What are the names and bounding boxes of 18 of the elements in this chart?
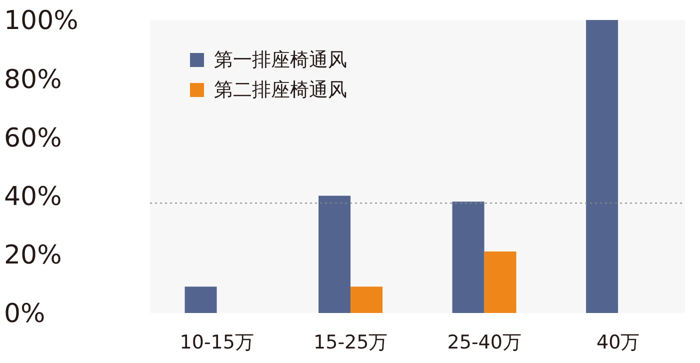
x-tick-label: 15-25万 [314, 331, 388, 354]
legend-label: 第一排座椅通风 [214, 48, 347, 73]
bar [586, 20, 618, 313]
bar [452, 202, 484, 313]
x-tick-label: 25-40万 [447, 331, 522, 354]
bar [350, 286, 383, 313]
bar [184, 286, 217, 313]
y-tick-label: 60% [4, 123, 62, 154]
x-tick-label: 10-15万 [180, 331, 254, 354]
y-tick-label: 0% [4, 299, 46, 330]
legend-label: 第二排座椅通风 [214, 78, 347, 103]
y-tick-label: 20% [4, 240, 62, 271]
y-tick-label: 40% [4, 182, 62, 212]
x-tick-label: 40万 [596, 331, 640, 354]
bar [318, 196, 351, 313]
bar [484, 251, 516, 313]
y-tick-label: 80% [4, 64, 62, 95]
y-tick-label: 100% [4, 6, 78, 36]
